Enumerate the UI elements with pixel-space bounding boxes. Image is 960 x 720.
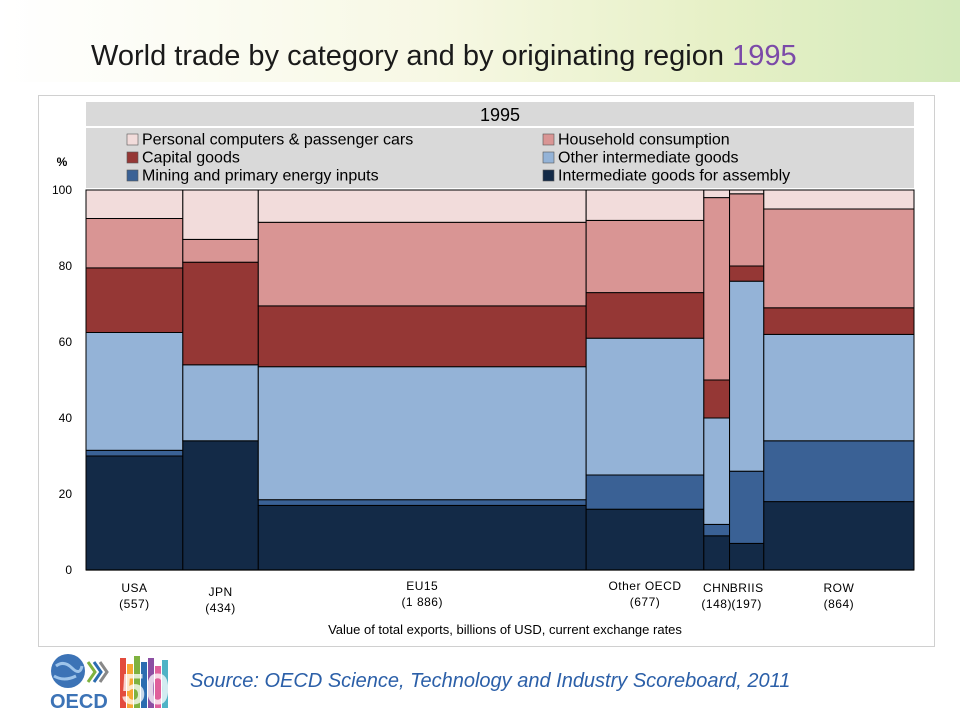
bar-jpn-intermediate-goods-for-assembly	[182, 440, 259, 571]
bar-chn-other-intermediate-goods	[703, 417, 731, 525]
bar-eu15-mining-and-primary-energy-inputs	[257, 499, 587, 506]
bar-briis-intermediate-goods-for-assembly	[729, 542, 765, 571]
legend-swatch-household-consumption	[542, 133, 555, 146]
category-value-briis: (197)	[731, 597, 762, 611]
bar-other-oecd-capital-goods	[585, 292, 705, 339]
bar-briis-household-consumption	[729, 193, 765, 267]
bar-eu15-capital-goods	[257, 305, 587, 368]
bar-chn-mining-and-primary-energy-inputs	[703, 523, 731, 537]
slide-title-year: 1995	[732, 40, 797, 72]
bar-usa-household-consumption	[85, 218, 184, 269]
y-tick-label-60: 60	[59, 335, 73, 349]
bar-row-personal-computers-passenger-cars	[763, 189, 915, 210]
logo-text: OECD	[50, 691, 108, 712]
y-tick-label-100: 100	[52, 183, 72, 197]
header-background	[0, 0, 960, 82]
bar-other-oecd-other-intermediate-goods	[585, 337, 705, 476]
legend-swatch-intermediate-goods-for-assembly	[542, 169, 555, 182]
legend-swatch-capital-goods	[126, 151, 139, 164]
bar-chn-personal-computers-passenger-cars	[703, 189, 731, 199]
bar-row-mining-and-primary-energy-inputs	[763, 440, 915, 503]
category-value-usa: (557)	[119, 597, 150, 611]
bar-chn-intermediate-goods-for-assembly	[703, 535, 731, 571]
bar-jpn-household-consumption	[182, 238, 259, 263]
bar-row-other-intermediate-goods	[763, 333, 915, 442]
chart-title-band	[86, 102, 914, 126]
bar-row-capital-goods	[763, 307, 915, 335]
legend-label-personal-computers-passenger-cars: Personal computers & passenger cars	[142, 132, 413, 149]
category-value-other-oecd: (677)	[630, 595, 661, 609]
bar-other-oecd-household-consumption	[585, 219, 705, 294]
source-note: Source: OECD Science, Technology and Ind…	[190, 670, 791, 692]
bar-briis-mining-and-primary-energy-inputs	[729, 470, 765, 544]
category-value-eu15: (1 886)	[401, 595, 443, 609]
bar-other-oecd-mining-and-primary-energy-inputs	[585, 474, 705, 510]
bar-usa-personal-computers-passenger-cars	[85, 189, 184, 219]
bar-row-household-consumption	[763, 208, 915, 309]
bar-jpn-capital-goods	[182, 261, 259, 366]
category-label-row: ROW	[823, 581, 854, 595]
slide-title: World trade by category and by originati…	[91, 40, 797, 73]
category-label-other-oecd: Other OECD	[608, 579, 681, 593]
x-axis-label: Value of total exports, billions of USD,…	[328, 622, 682, 637]
legend-label-mining-and-primary-energy-inputs: Mining and primary energy inputs	[142, 168, 379, 185]
bar-eu15-intermediate-goods-for-assembly	[257, 504, 587, 571]
chart-title: 1995	[480, 105, 520, 125]
category-label-usa: USA	[121, 581, 147, 595]
y-tick-label-40: 40	[59, 411, 73, 425]
y-axis-label: %	[57, 155, 68, 169]
bar-briis-other-intermediate-goods	[729, 280, 765, 472]
legend-label-other-intermediate-goods: Other intermediate goods	[558, 150, 739, 167]
bar-other-oecd-personal-computers-passenger-cars	[585, 189, 705, 221]
legend-swatch-mining-and-primary-energy-inputs	[126, 169, 139, 182]
bar-usa-intermediate-goods-for-assembly	[85, 455, 184, 571]
bar-usa-mining-and-primary-energy-inputs	[85, 449, 184, 457]
y-tick-label-20: 20	[59, 487, 73, 501]
legend-band	[86, 128, 914, 188]
bar-usa-capital-goods	[85, 267, 184, 333]
logo-number: 50	[121, 665, 170, 712]
bar-eu15-other-intermediate-goods	[257, 366, 587, 501]
bar-chn-household-consumption	[703, 197, 731, 381]
legend-label-intermediate-goods-for-assembly: Intermediate goods for assembly	[558, 168, 790, 185]
category-label-eu15: EU15	[406, 579, 438, 593]
bar-jpn-personal-computers-passenger-cars	[182, 189, 259, 240]
bar-briis-personal-computers-passenger-cars	[729, 189, 765, 195]
bar-eu15-personal-computers-passenger-cars	[257, 189, 587, 223]
category-label-briis: BRIIS	[730, 581, 764, 595]
bar-briis-capital-goods	[729, 265, 765, 282]
bar-row-intermediate-goods-for-assembly	[763, 501, 915, 571]
legend-label-household-consumption: Household consumption	[558, 132, 730, 149]
bar-usa-other-intermediate-goods	[85, 332, 184, 451]
legend-label-capital-goods: Capital goods	[142, 150, 240, 167]
category-label-jpn: JPN	[208, 585, 232, 599]
legend-swatch-other-intermediate-goods	[542, 151, 555, 164]
y-tick-label-80: 80	[59, 259, 73, 273]
bar-other-oecd-intermediate-goods-for-assembly	[585, 508, 705, 571]
bar-jpn-other-intermediate-goods	[182, 364, 259, 442]
slide-title-text: World trade by category and by originati…	[91, 40, 725, 72]
category-value-chn: (148)	[701, 597, 732, 611]
legend-swatch-personal-computers-passenger-cars	[126, 133, 139, 146]
y-tick-label-0: 0	[65, 563, 72, 577]
bar-eu15-household-consumption	[257, 221, 587, 307]
category-value-jpn: (434)	[205, 601, 236, 615]
category-label-chn: CHN	[703, 581, 731, 595]
bar-chn-capital-goods	[703, 379, 731, 419]
category-value-row: (864)	[824, 597, 855, 611]
